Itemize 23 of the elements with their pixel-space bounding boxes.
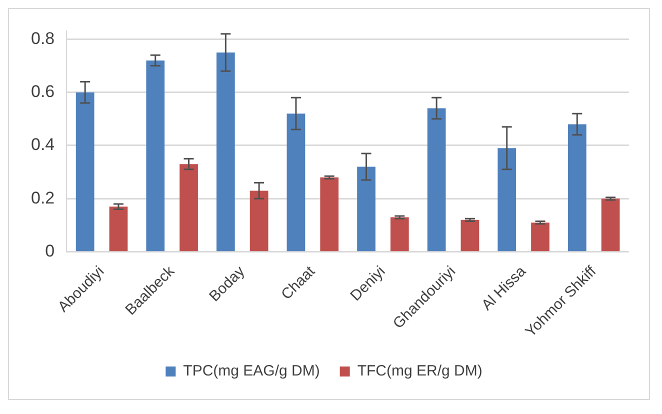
bar: [390, 217, 409, 252]
bar: [320, 177, 339, 252]
bar: [427, 108, 446, 252]
bar: [76, 92, 94, 252]
bar: [357, 166, 376, 252]
bar: [568, 124, 586, 252]
y-tick-label: 0: [45, 242, 55, 261]
y-tick-label: 0.6: [30, 82, 55, 102]
bar: [498, 148, 516, 252]
bar: [250, 190, 268, 252]
bar: [180, 164, 198, 252]
bar: [216, 52, 235, 252]
bar: [460, 220, 480, 252]
y-tick-label: 0.4: [30, 135, 55, 154]
bar: [286, 114, 306, 252]
legend-label: TFC(mg ER/g DM): [357, 362, 482, 380]
bar: [146, 60, 165, 252]
bar: [601, 198, 620, 252]
legend-label: TPC(mg EAG/g DM): [183, 362, 320, 380]
y-tick-label: 0.2: [30, 188, 55, 208]
bar: [531, 222, 550, 252]
y-tick-label: 0.8: [30, 28, 55, 48]
bar: [109, 206, 128, 252]
